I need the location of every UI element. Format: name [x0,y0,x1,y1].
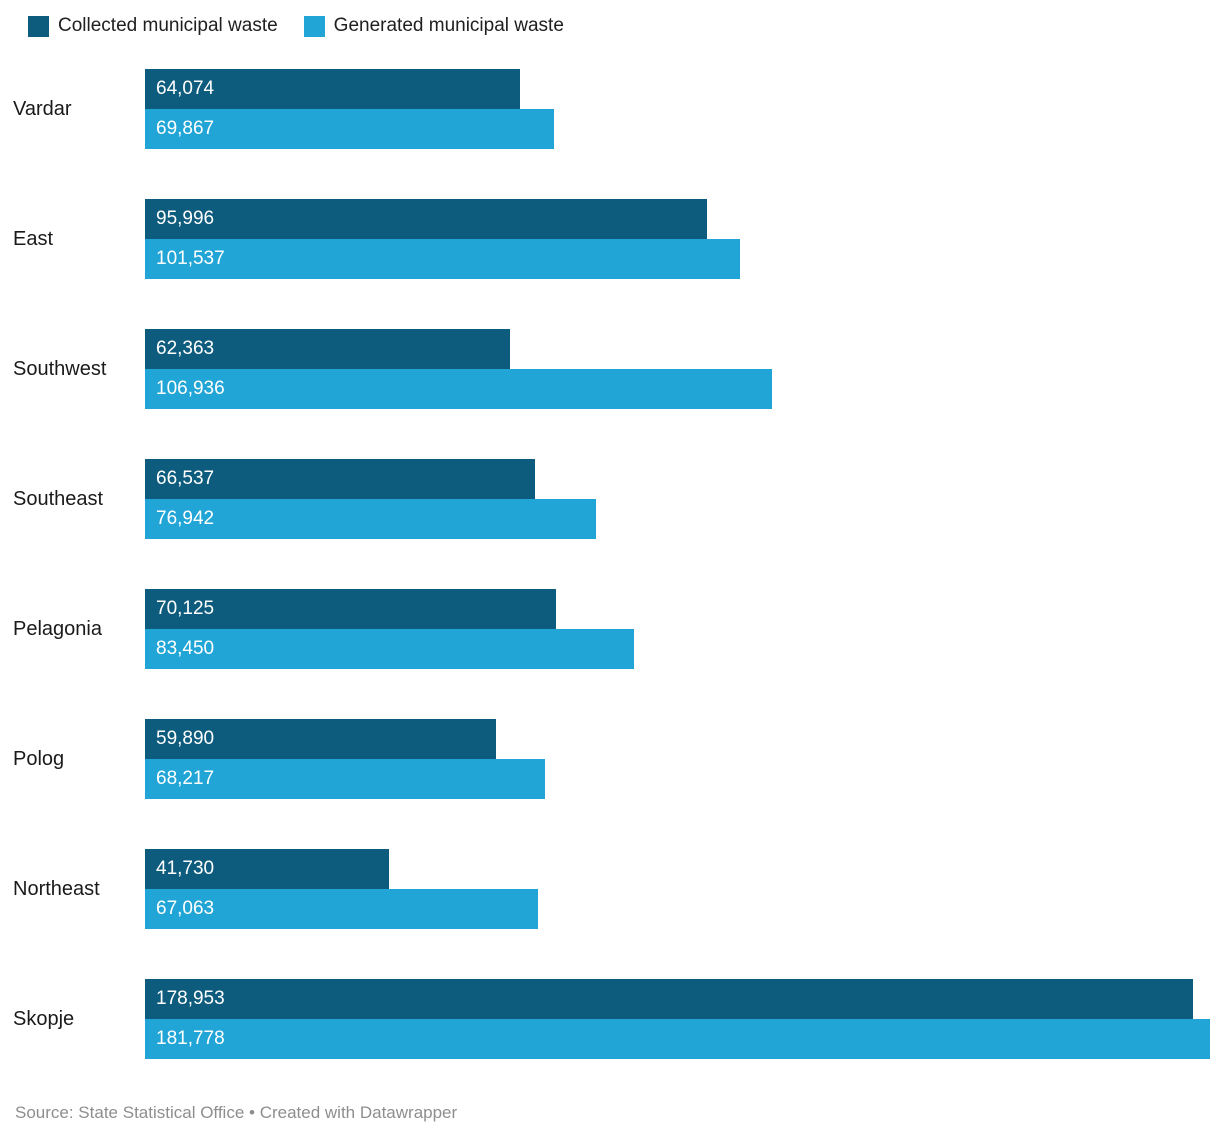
bar-value-label: 64,074 [156,78,215,99]
legend-label-generated: Generated municipal waste [333,15,564,36]
bar-generated: 106,936 [145,369,772,409]
chart-row: Vardar 64,074 69,867 [13,69,1210,149]
bar-value-label: 41,730 [156,858,215,879]
bar-generated: 68,217 [145,759,545,799]
bar-value-label: 83,450 [156,638,215,659]
bar-collected: 62,363 [145,329,511,369]
category-label: Vardar [13,98,72,120]
bar-group: 64,074 69,867 [145,69,1210,149]
category-label: Pelagonia [13,618,102,640]
legend-item-generated: Generated municipal waste [303,15,564,37]
bar-value-label: 181,778 [156,1028,225,1049]
legend: Collected municipal waste Generated muni… [28,15,1210,37]
bar-group: 178,953 181,778 [145,979,1210,1059]
bar-value-label: 101,537 [156,248,225,269]
bar-generated: 181,778 [145,1019,1210,1059]
category-label: Southeast [13,488,104,510]
bar-value-label: 67,063 [156,898,215,919]
bar-group: 62,363 106,936 [145,329,1210,409]
bar-generated: 83,450 [145,629,634,669]
bar-group: 95,996 101,537 [145,199,1210,279]
chart-row: East 95,996 101,537 [13,199,1210,279]
category-label: Northeast [13,878,100,900]
bar-collected: 66,537 [145,459,535,499]
bar-value-label: 66,537 [156,468,215,489]
bar-generated: 101,537 [145,239,740,279]
bar-group: 59,890 68,217 [145,719,1210,799]
bar-value-label: 59,890 [156,728,215,749]
legend-swatch-generated-icon [303,15,325,37]
legend-swatch-collected-icon [28,15,49,37]
bar-value-label: 62,363 [156,338,215,359]
chart-row: Northeast 41,730 67,063 [13,849,1210,929]
bar-value-label: 69,867 [156,118,215,139]
bar-value-label: 178,953 [156,988,225,1009]
category-label: Polog [13,748,65,770]
bar-generated: 69,867 [145,109,555,149]
bar-group: 66,537 76,942 [145,459,1210,539]
bar-collected: 41,730 [145,849,390,889]
chart-row: Southwest 62,363 106,936 [13,329,1210,409]
bar-group: 41,730 67,063 [145,849,1210,929]
bar-value-label: 76,942 [156,508,215,529]
legend-label-collected: Collected municipal waste [58,15,278,36]
bar-value-label: 68,217 [156,768,215,789]
category-label: Skopje [13,1008,75,1030]
legend-item-collected: Collected municipal waste [28,15,278,37]
category-label: East [13,228,54,250]
source-attribution: Source: State Statistical Office • Creat… [15,1103,458,1122]
chart-row: Skopje 178,953 181,778 [13,979,1210,1059]
bar-group: 70,125 83,450 [145,589,1210,669]
bar-generated: 76,942 [145,499,596,539]
chart-rows: Vardar 64,074 69,867 East 95,996 101,537 South… [13,69,1210,1059]
bar-collected: 64,074 [145,69,521,109]
bar-collected: 95,996 [145,199,708,239]
category-label: Southwest [13,358,107,380]
bar-generated: 67,063 [145,889,538,929]
bar-value-label: 95,996 [156,208,215,229]
bar-collected: 178,953 [145,979,1194,1019]
chart-row: Southeast 66,537 76,942 [13,459,1210,539]
bar-collected: 70,125 [145,589,556,629]
bar-collected: 59,890 [145,719,496,759]
bar-value-label: 70,125 [156,598,215,619]
chart-row: Polog 59,890 68,217 [13,719,1210,799]
bar-value-label: 106,936 [156,378,225,399]
chart-row: Pelagonia 70,125 83,450 [13,589,1210,669]
